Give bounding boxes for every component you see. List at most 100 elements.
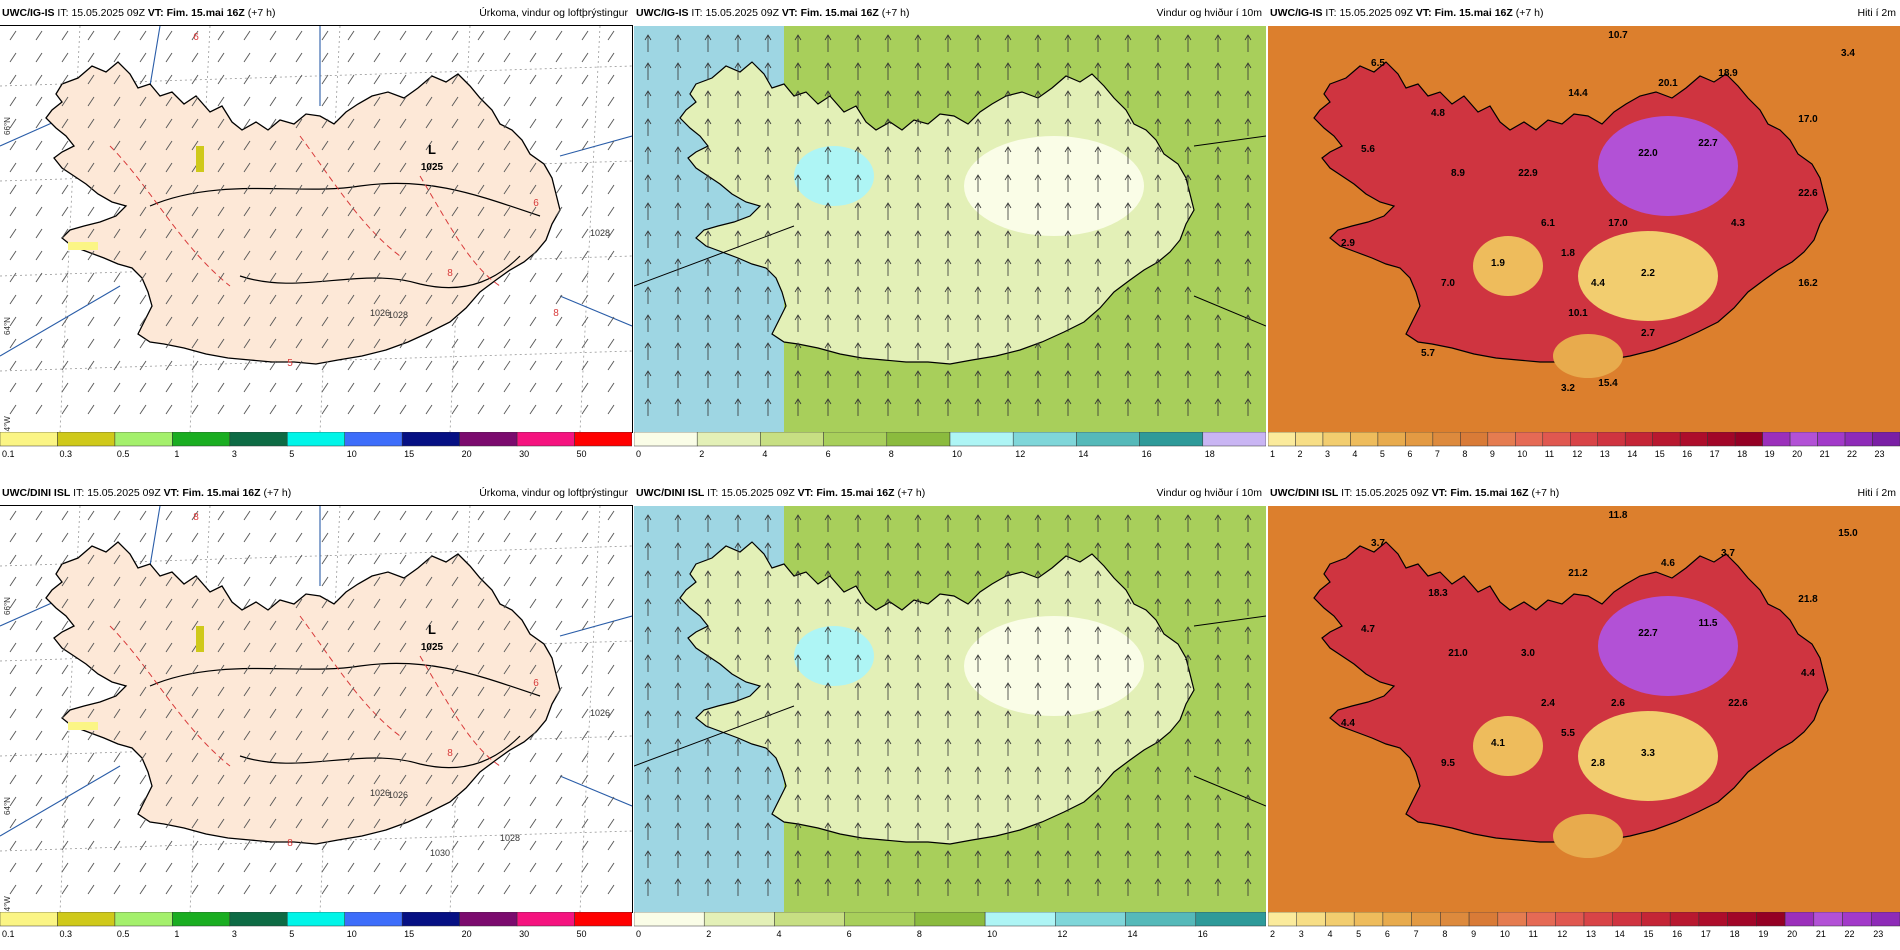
colorbar-tick: 10 (1517, 449, 1527, 459)
colorbar-swatch (0, 432, 58, 447)
colorbar-tick: 11 (1545, 449, 1554, 459)
colorbar-tick: 19 (1765, 449, 1775, 459)
row-igis: UWC/IG-IS IT: 15.05.2025 09Z VT: Fim. 15… (0, 0, 1900, 460)
precip-patch (68, 242, 98, 250)
colorbar-tick: 21 (1820, 449, 1830, 459)
temp-label: 2.4 (1541, 698, 1555, 709)
cool-highland (1553, 814, 1623, 858)
panel-temp: UWC/IG-IS IT: 15.05.2025 09Z VT: Fim. 15… (1268, 0, 1900, 460)
colorbar-tick: 0 (636, 929, 641, 939)
colorbar-tick: 10 (987, 929, 997, 939)
temp-colorbar: 2 3 4 5 6 7 8 9 10 11 12 13 14 15 16 17 18 19 20 21 22 23 (1268, 912, 1900, 940)
panel-wind: UWC/DINI ISL IT: 15.05.2025 09Z VT: Fim.… (634, 480, 1266, 940)
wind-barbs (9, 510, 615, 895)
low-pressure-label: L (428, 142, 436, 157)
vt-value: Fim. 15.mai 16Z (1434, 7, 1513, 19)
colorbar-tick: 16 (1142, 449, 1152, 459)
temp-label: 21.2 (1568, 568, 1588, 579)
colorbar-tick: 17 (1701, 929, 1711, 939)
temp-map[interactable]: 3.7 11.8 15.0 18.3 21.2 4.6 3.7 4.7 22.7 11.5 21.0… (1268, 506, 1900, 912)
wind-map[interactable] (634, 26, 1266, 432)
colorbar-tick: 4 (776, 929, 781, 939)
temp-label: 15.0 (1838, 528, 1858, 539)
colorbar-tick: 12 (1557, 929, 1567, 939)
colorbar-swatch (1460, 432, 1489, 447)
colorbar-tick: 2 (699, 449, 704, 459)
temp-contour-label: 6 (193, 32, 199, 43)
colorbar-swatch (1789, 432, 1818, 447)
colorbar-swatch (1268, 912, 1297, 927)
temp-label: 1.9 (1491, 258, 1505, 269)
vt-value: Fim. 15.mai 16Z (816, 487, 895, 499)
temp-map[interactable]: 6.5 10.7 3.4 4.8 14.4 20.1 18.9 5.6 22.0 22.7 8.9 1… (1268, 26, 1900, 432)
it-value: 15.05.2025 09Z (1355, 487, 1429, 499)
it-label: IT: (707, 487, 719, 499)
temp-label: 22.6 (1798, 188, 1818, 199)
colorbar-tick: 7 (1435, 449, 1440, 459)
colorbar-tick: 3 (232, 449, 237, 459)
temp-label: 15.4 (1598, 378, 1618, 389)
colorbar-tick: 14 (1078, 449, 1088, 459)
colorbar-swatch (1679, 432, 1708, 447)
temp-colorbar: 1 2 3 4 5 6 7 8 9 10 11 12 13 14 15 16 17 18 19 20 21 22 23 (1268, 432, 1900, 460)
colorbar-tick: 20 (462, 449, 472, 459)
temp-label: 22.0 (1638, 148, 1658, 159)
colorbar-tick: 19 (1758, 929, 1768, 939)
colorbar-swatch (1139, 432, 1204, 447)
colorbar-tick: 7 (1414, 929, 1419, 939)
meridian-lines (0, 26, 632, 357)
colorbar-swatch (1784, 912, 1815, 927)
temp-label: 4.7 (1361, 624, 1375, 635)
colorbar-tick: 5 (1380, 449, 1385, 459)
strong-wind-area (794, 626, 874, 686)
precip-map[interactable]: L 1025 1026 1026 1026 1028 1030 8 8 6 8 66°N 64°N 24°… (0, 505, 633, 913)
colorbar-tick: 15 (404, 929, 414, 939)
lead-time: (+7 h) (1515, 7, 1544, 19)
colorbar-tick: 23 (1875, 449, 1885, 459)
colorbar-tick: 10 (1500, 929, 1510, 939)
panel-title: Hiti í 2m (1857, 7, 1896, 19)
lead-time: (+7 h) (247, 7, 276, 19)
colorbar-tick: 6 (826, 449, 831, 459)
temp-contour (109, 615, 501, 767)
vt-value: Fim. 15.mai 16Z (800, 7, 879, 19)
temp-contour-label: 5 (287, 358, 293, 369)
lead-time: (+7 h) (897, 487, 926, 499)
colorbar-tick: 14 (1615, 929, 1625, 939)
isobar-label: 1028 (500, 833, 520, 843)
graticule-label: 24°W (3, 896, 12, 912)
colorbar-tick: 18 (1730, 929, 1740, 939)
precip-patch (196, 146, 204, 172)
colorbar-swatch (823, 432, 888, 447)
vt-label: VT: (147, 7, 164, 19)
precip-map[interactable]: L 1025 1026 1028 1028 6 8 6 5 8 66°N 64°N 24°W (0, 25, 633, 433)
colorbar-tick: 4 (1352, 449, 1357, 459)
meridian-lines (634, 615, 1266, 807)
wind-map[interactable] (634, 506, 1266, 912)
temp-label: 2.6 (1611, 698, 1625, 709)
colorbar-swatch (172, 432, 231, 447)
temp-label: 2.2 (1641, 268, 1655, 279)
panel-header: UWC/DINI ISL IT: 15.05.2025 09Z VT: Fim.… (634, 480, 1266, 506)
colorbar-tick: 10 (347, 929, 357, 939)
temp-label: 18.3 (1428, 588, 1448, 599)
temp-label: 4.4 (1591, 278, 1605, 289)
warm-area (1598, 596, 1738, 696)
iceland-land (45, 541, 561, 845)
colorbar-tick: 0 (636, 449, 641, 459)
colorbar-swatch (1734, 432, 1763, 447)
colorbar-tick: 5 (289, 929, 294, 939)
colorbar-tick: 8 (889, 449, 894, 459)
colorbar-tick: 15 (1643, 929, 1653, 939)
colorbar-tick: 0.3 (59, 449, 72, 459)
colorbar-tick: 20 (462, 929, 472, 939)
low-pressure-value: 1025 (421, 162, 444, 173)
colorbar-swatch (1350, 432, 1379, 447)
temp-label: 22.9 (1518, 168, 1538, 179)
colorbar-tick: 21 (1816, 929, 1826, 939)
colorbar-swatch (1497, 912, 1527, 927)
panel-title: Vindur og hviður í 10m (1156, 7, 1262, 19)
colorbar-tick: 16 (1198, 929, 1208, 939)
calm-area (964, 136, 1144, 236)
colorbar-tick: 30 (519, 449, 529, 459)
